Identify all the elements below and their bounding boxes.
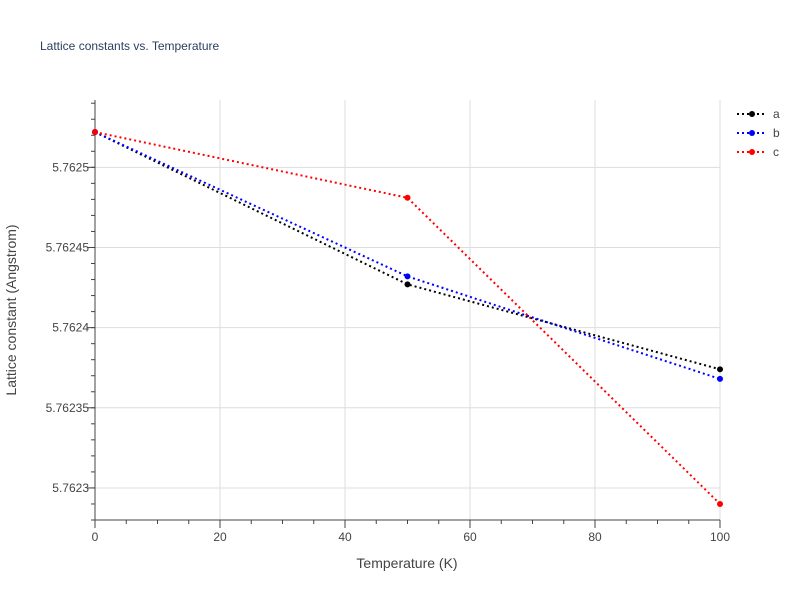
y-tick-label: 5.7625	[52, 160, 89, 174]
series-layer	[92, 129, 723, 507]
legend-item-a[interactable]: a	[737, 107, 780, 121]
legend-marker-a	[749, 111, 755, 117]
tick-labels: 0 20 40 60 80 100 5.7623 5.76235 5.7624 5.76245 5.…	[46, 160, 731, 544]
data-point-c	[92, 129, 98, 136]
x-tick-label: 60	[463, 530, 477, 544]
x-tick-label: 0	[92, 530, 99, 544]
legend-label: c	[773, 145, 779, 159]
y-axis-title: Lattice constant (Angstrom)	[3, 224, 19, 395]
legend-item-c[interactable]: c	[737, 145, 779, 159]
grid-lines	[95, 100, 721, 520]
x-axis-title: Temperature (K)	[356, 555, 457, 571]
data-point-a	[717, 366, 723, 373]
legend-label: b	[773, 126, 780, 140]
data-point-c	[404, 194, 411, 201]
legend-marker-c	[749, 149, 755, 155]
series-line-c	[94, 131, 721, 505]
x-tick-label: 80	[588, 530, 602, 544]
y-tick-label: 5.76235	[46, 401, 90, 415]
data-point-c	[717, 500, 723, 507]
x-tick-label: 100	[710, 530, 730, 544]
x-tick-label: 40	[338, 530, 352, 544]
chart-title: Lattice constants vs. Temperature	[40, 39, 220, 53]
series-line-a	[94, 131, 721, 371]
legend-item-b[interactable]: b	[737, 126, 780, 140]
data-point-b	[717, 375, 723, 382]
legend-marker-b	[749, 130, 755, 136]
y-tick-label: 5.7623	[52, 481, 89, 495]
y-tick-label: 5.7624	[52, 321, 89, 335]
legend-label: a	[773, 107, 780, 121]
legend[interactable]: abc	[737, 107, 780, 159]
y-tick-label: 5.76245	[46, 240, 90, 254]
axes	[87, 100, 721, 528]
data-point-a	[404, 281, 411, 288]
x-tick-label: 20	[213, 530, 227, 544]
data-point-b	[404, 273, 411, 280]
